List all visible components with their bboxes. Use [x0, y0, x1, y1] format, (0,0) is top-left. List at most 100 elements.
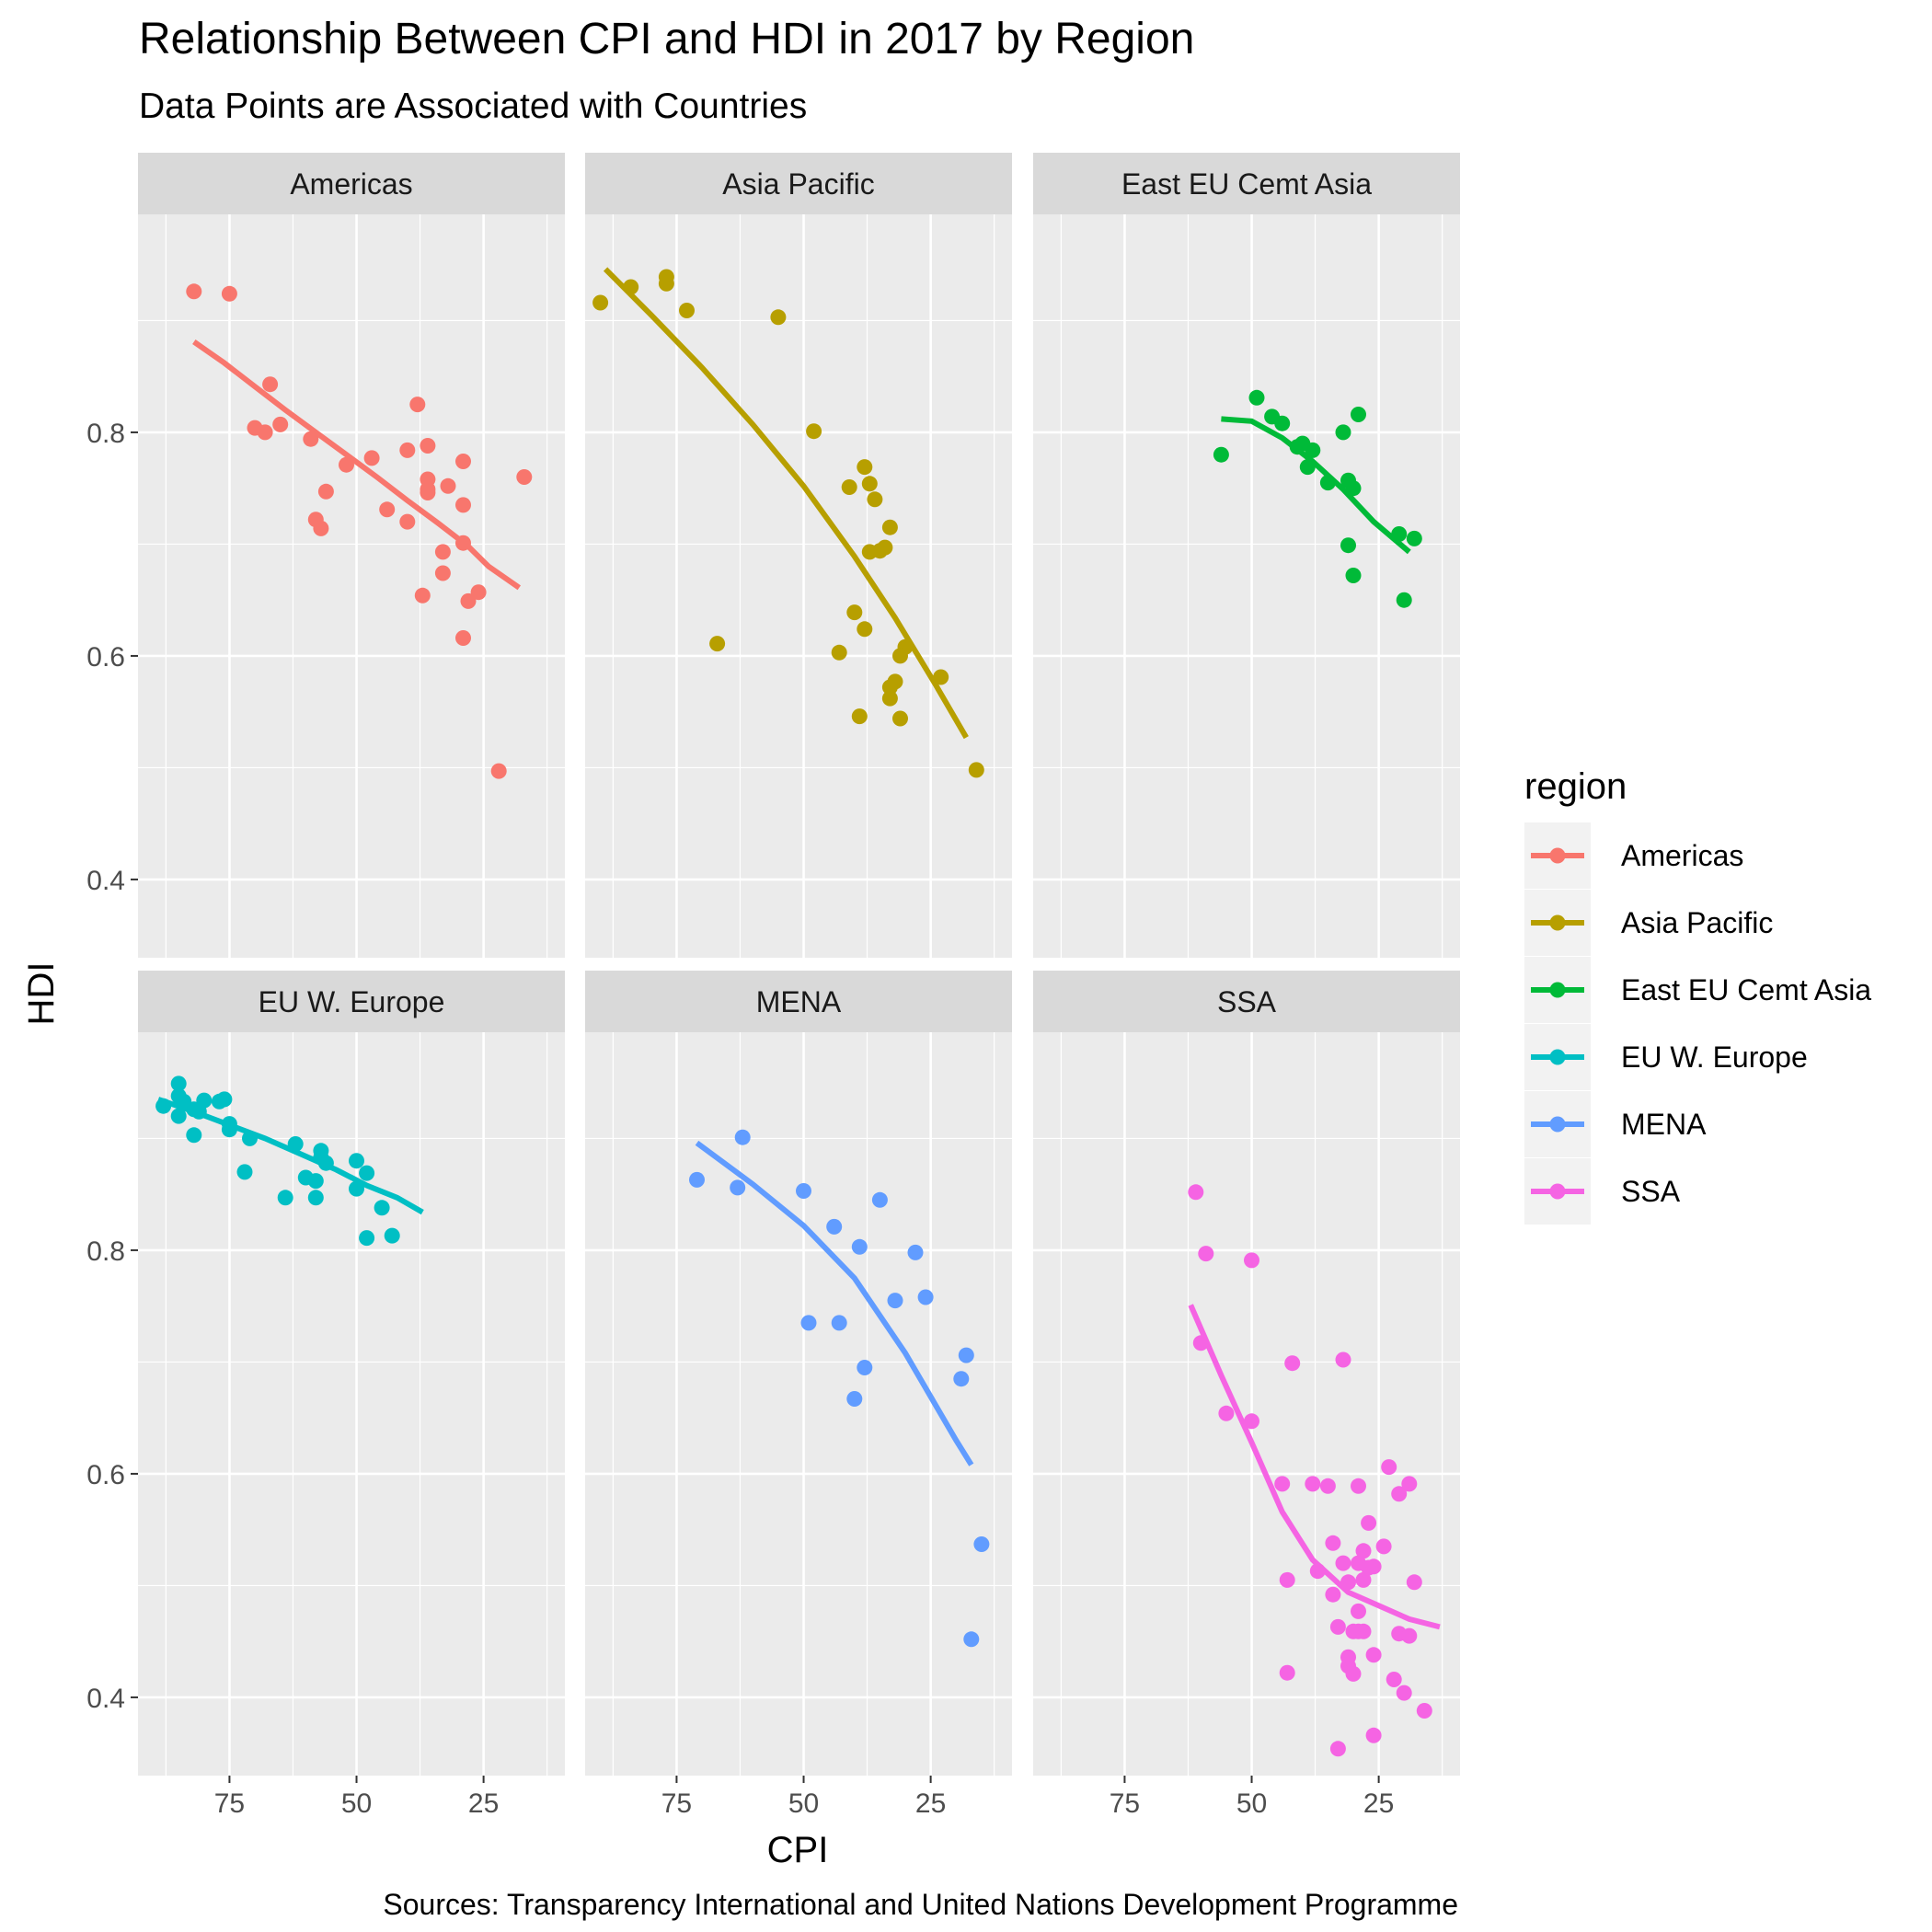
- data-point: [186, 283, 202, 300]
- facet-panel-1: Asia Pacific: [585, 153, 1012, 958]
- facet-panel-0: Americas 0.4 0.6 0.8: [86, 153, 565, 958]
- data-point: [170, 1075, 187, 1092]
- data-point: [734, 1129, 751, 1145]
- data-point: [434, 565, 451, 581]
- data-point: [277, 1190, 293, 1206]
- legend-label: SSA: [1621, 1175, 1681, 1208]
- data-point: [881, 519, 898, 535]
- data-point: [339, 456, 354, 473]
- data-point: [973, 1536, 990, 1552]
- data-point: [1391, 526, 1408, 542]
- facet-strip: [585, 153, 1012, 214]
- data-point: [709, 636, 726, 652]
- facet-label: MENA: [756, 985, 842, 1018]
- data-point: [1365, 1647, 1382, 1663]
- data-point: [1329, 1618, 1346, 1635]
- data-point: [307, 1173, 324, 1190]
- data-point: [1305, 442, 1321, 458]
- legend-label: EU W. Europe: [1621, 1041, 1808, 1074]
- data-point: [414, 587, 431, 604]
- data-point: [236, 1164, 253, 1180]
- data-point: [933, 669, 949, 685]
- chart-caption: Sources: Transparency International and …: [383, 1888, 1458, 1921]
- legend-item: Asia Pacific: [1524, 890, 1773, 956]
- data-point: [917, 1289, 934, 1305]
- facet-strip: [138, 153, 565, 214]
- data-point: [1345, 1665, 1362, 1682]
- legend-point: [1549, 1183, 1566, 1200]
- data-point: [1309, 1563, 1326, 1580]
- data-point: [892, 648, 908, 664]
- y-tick-label: 0.4: [86, 866, 125, 896]
- data-point: [349, 1153, 364, 1169]
- data-point: [963, 1631, 980, 1648]
- facet-panels: Americas 0.4 0.6 0.8 Asia Pacific East EU Cem…: [86, 153, 1460, 1819]
- data-point: [1335, 424, 1351, 441]
- data-point: [1274, 415, 1291, 431]
- data-point: [1391, 1486, 1408, 1502]
- data-point: [490, 763, 507, 779]
- facet-label: Asia Pacific: [722, 167, 874, 201]
- data-point: [1345, 480, 1362, 497]
- legend-point: [1549, 1049, 1566, 1065]
- data-point: [460, 592, 477, 609]
- data-point: [1299, 459, 1316, 476]
- data-point: [257, 424, 273, 441]
- data-point: [1351, 1603, 1366, 1619]
- data-point: [1416, 1703, 1432, 1719]
- data-point: [1340, 537, 1356, 554]
- y-tick-label: 0.6: [86, 642, 125, 673]
- x-tick-label: 50: [1236, 1788, 1267, 1819]
- data-point: [190, 1103, 207, 1120]
- data-point: [307, 1190, 324, 1206]
- data-point: [1406, 1574, 1422, 1591]
- data-point: [881, 679, 898, 696]
- data-point: [440, 477, 456, 494]
- data-point: [861, 476, 878, 492]
- data-point: [1355, 1571, 1372, 1588]
- data-point: [1279, 1571, 1295, 1588]
- facet-panel-5: SSA 75 50 25: [1033, 971, 1460, 1819]
- data-point: [1351, 407, 1366, 422]
- x-tick-label: 75: [661, 1788, 692, 1819]
- data-point: [399, 513, 416, 530]
- data-point: [470, 584, 487, 601]
- data-point: [317, 1155, 334, 1171]
- data-point: [1401, 1627, 1418, 1644]
- data-point: [1325, 1586, 1341, 1603]
- data-point: [287, 1136, 304, 1152]
- data-point: [592, 294, 609, 311]
- data-point: [831, 644, 847, 661]
- data-point: [1188, 1184, 1204, 1201]
- data-point: [968, 762, 984, 778]
- x-tick-label: 50: [788, 1788, 819, 1819]
- x-tick-label: 75: [214, 1788, 245, 1819]
- legend-title: region: [1524, 766, 1627, 807]
- data-point: [155, 1098, 172, 1114]
- chart-title: Relationship Between CPI and HDI in 2017…: [139, 15, 1194, 63]
- data-point: [1279, 1664, 1295, 1681]
- data-point: [1365, 1727, 1382, 1743]
- data-point: [1198, 1246, 1214, 1262]
- data-point: [1335, 1351, 1351, 1368]
- data-point: [455, 535, 471, 551]
- data-point: [730, 1179, 746, 1196]
- data-point: [1319, 475, 1336, 491]
- data-point: [221, 1121, 237, 1138]
- data-point: [857, 621, 873, 638]
- data-point: [846, 604, 863, 621]
- data-point: [800, 1315, 817, 1331]
- smooth-fit-line: [1188, 1304, 1441, 1630]
- legend-label: East EU Cemt Asia: [1621, 973, 1871, 1006]
- data-point: [1284, 1355, 1301, 1372]
- data-point: [867, 491, 883, 508]
- facet-panel-3: EU W. Europe 0.4 0.6 0.8 75 50 25: [86, 971, 565, 1819]
- data-point: [1319, 1478, 1336, 1494]
- data-point: [1406, 530, 1422, 546]
- data-point: [770, 309, 787, 326]
- y-axis-title: HDI: [21, 962, 62, 1026]
- facet-label: East EU Cemt Asia: [1121, 167, 1372, 201]
- data-point: [216, 1091, 233, 1108]
- data-point: [363, 450, 380, 466]
- data-point: [409, 397, 426, 413]
